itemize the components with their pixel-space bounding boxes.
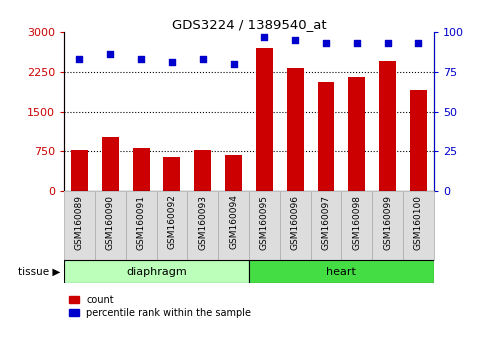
Text: GSM160090: GSM160090 bbox=[106, 195, 115, 250]
Bar bbox=[225, 155, 242, 191]
Point bbox=[168, 59, 176, 65]
Text: GSM160096: GSM160096 bbox=[291, 195, 300, 250]
FancyBboxPatch shape bbox=[403, 191, 434, 260]
Text: GSM160097: GSM160097 bbox=[321, 195, 330, 250]
Bar bbox=[349, 77, 365, 191]
FancyBboxPatch shape bbox=[249, 191, 280, 260]
Point bbox=[199, 56, 207, 62]
Text: GSM160100: GSM160100 bbox=[414, 195, 423, 250]
FancyBboxPatch shape bbox=[95, 191, 126, 260]
FancyBboxPatch shape bbox=[249, 260, 434, 283]
Point bbox=[106, 51, 114, 57]
Bar bbox=[410, 90, 427, 191]
Text: diaphragm: diaphragm bbox=[126, 267, 187, 277]
FancyBboxPatch shape bbox=[187, 191, 218, 260]
FancyBboxPatch shape bbox=[341, 191, 372, 260]
Point bbox=[260, 34, 268, 40]
Text: GSM160091: GSM160091 bbox=[137, 195, 145, 250]
Bar bbox=[102, 137, 119, 191]
FancyBboxPatch shape bbox=[64, 260, 249, 283]
FancyBboxPatch shape bbox=[280, 191, 311, 260]
Bar bbox=[287, 68, 304, 191]
Bar bbox=[133, 148, 149, 191]
Text: GSM160099: GSM160099 bbox=[383, 195, 392, 250]
Bar bbox=[317, 82, 334, 191]
Point bbox=[353, 40, 361, 46]
Text: tissue ▶: tissue ▶ bbox=[18, 267, 61, 277]
Text: GSM160094: GSM160094 bbox=[229, 195, 238, 250]
Point bbox=[291, 37, 299, 42]
FancyBboxPatch shape bbox=[157, 191, 187, 260]
Bar bbox=[256, 48, 273, 191]
FancyBboxPatch shape bbox=[126, 191, 157, 260]
Legend: count, percentile rank within the sample: count, percentile rank within the sample bbox=[69, 295, 251, 318]
Point bbox=[230, 61, 238, 67]
Text: GSM160095: GSM160095 bbox=[260, 195, 269, 250]
FancyBboxPatch shape bbox=[311, 191, 341, 260]
Text: GSM160093: GSM160093 bbox=[198, 195, 207, 250]
FancyBboxPatch shape bbox=[372, 191, 403, 260]
FancyBboxPatch shape bbox=[218, 191, 249, 260]
Point bbox=[75, 56, 83, 62]
Text: GSM160089: GSM160089 bbox=[75, 195, 84, 250]
Point bbox=[384, 40, 391, 46]
Point bbox=[137, 56, 145, 62]
Bar bbox=[71, 150, 88, 191]
Bar bbox=[194, 150, 211, 191]
Point bbox=[322, 40, 330, 46]
Title: GDS3224 / 1389540_at: GDS3224 / 1389540_at bbox=[172, 18, 326, 31]
Text: GSM160098: GSM160098 bbox=[352, 195, 361, 250]
FancyBboxPatch shape bbox=[64, 191, 95, 260]
Text: heart: heart bbox=[326, 267, 356, 277]
Text: GSM160092: GSM160092 bbox=[168, 195, 176, 250]
Bar bbox=[164, 157, 180, 191]
Point bbox=[415, 40, 423, 46]
Bar bbox=[379, 61, 396, 191]
